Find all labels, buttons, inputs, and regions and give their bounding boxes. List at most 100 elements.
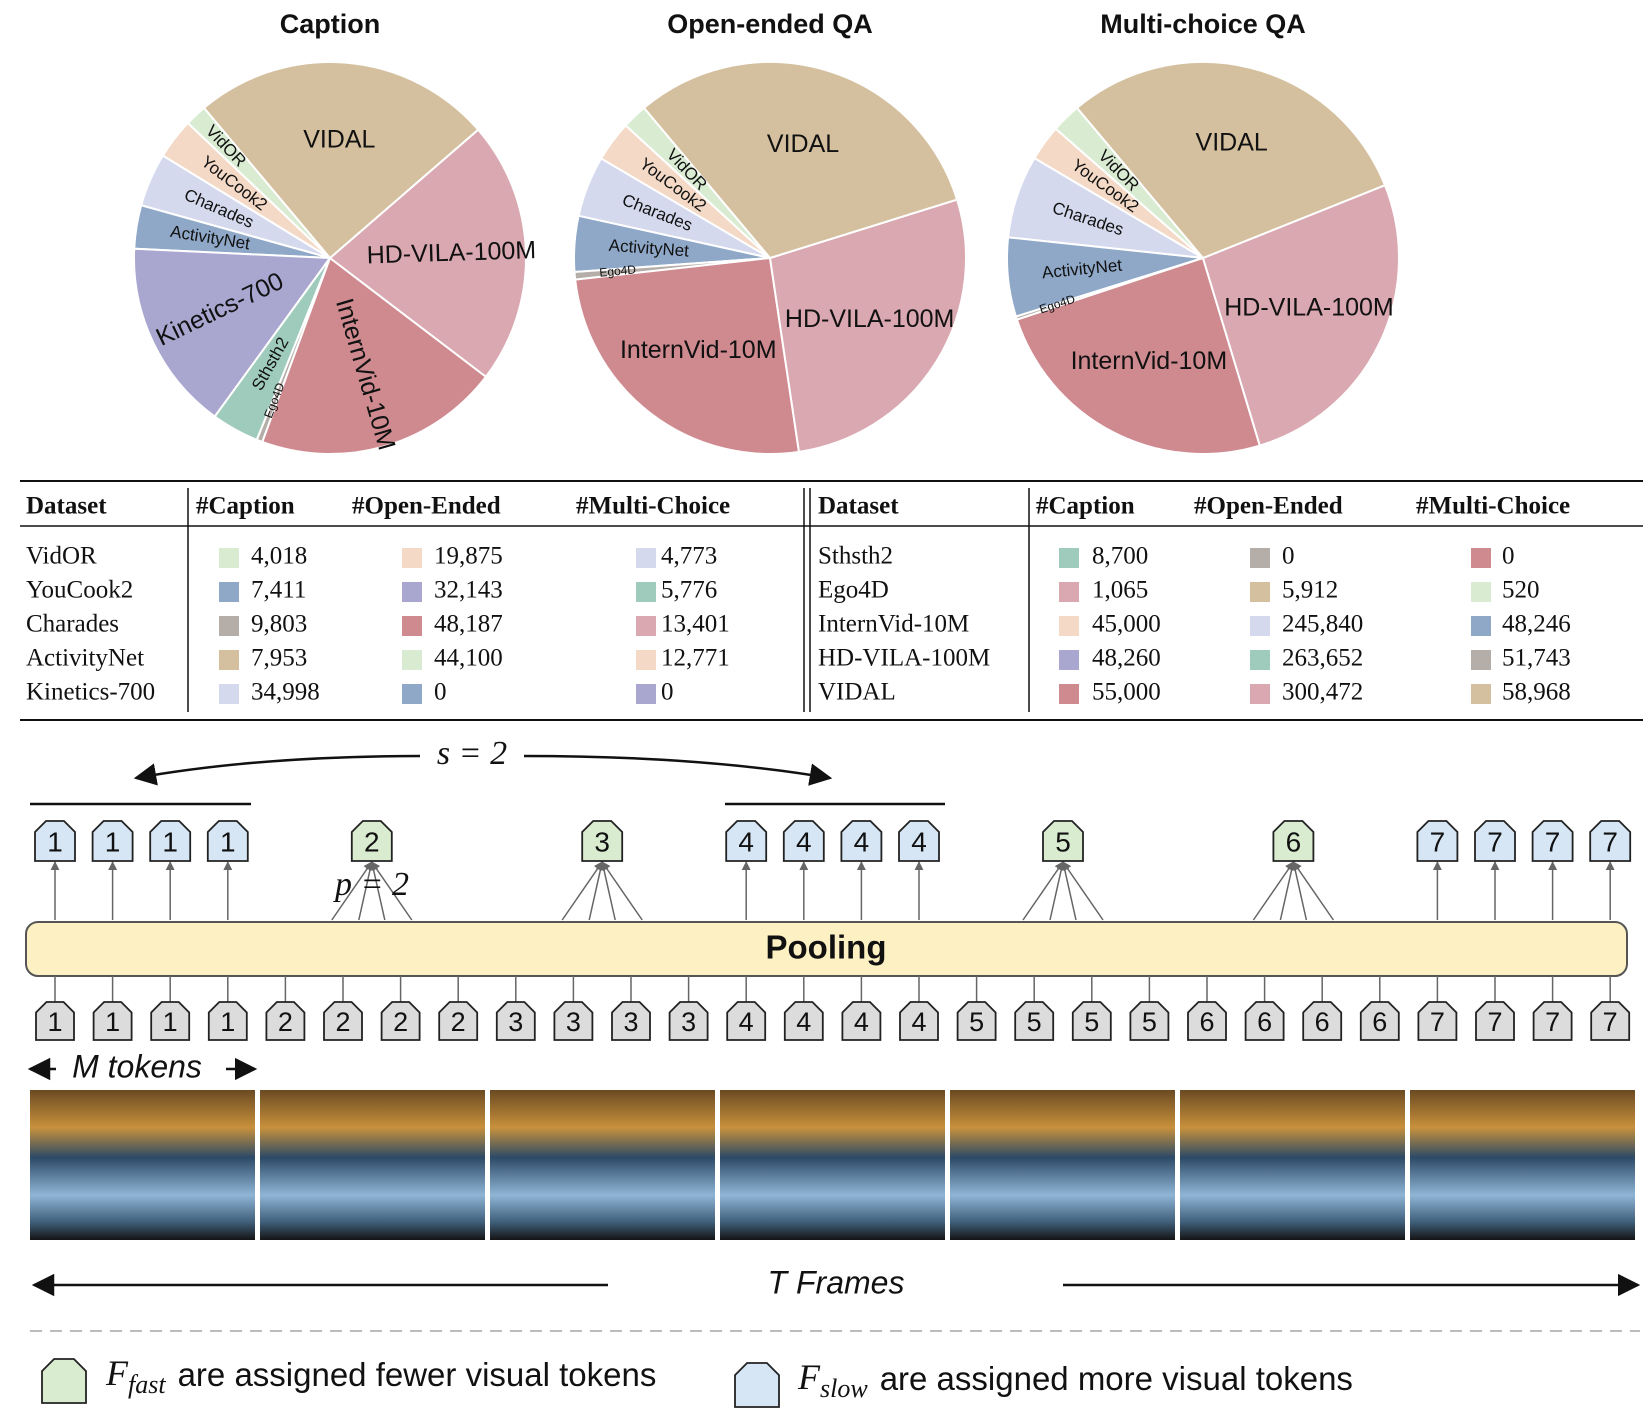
table-header: #Caption xyxy=(1036,493,1135,520)
color-swatch xyxy=(1059,548,1079,568)
token-label: 7 xyxy=(1487,826,1503,857)
pool-arrow xyxy=(1062,861,1104,921)
table-cell: 55,000 xyxy=(1092,679,1161,706)
pie-slice xyxy=(133,247,332,418)
stride-arrow xyxy=(133,754,421,786)
input-token xyxy=(899,1001,939,1041)
input-token xyxy=(380,1001,421,1041)
m-tokens-label: M tokens xyxy=(72,1048,202,1084)
color-swatch xyxy=(1059,684,1079,704)
table-header: Dataset xyxy=(26,493,107,520)
pie-label: InternVid-10M xyxy=(620,336,777,364)
slow-token xyxy=(1416,820,1459,862)
pie-label: VIDAL xyxy=(1196,129,1268,157)
pool-arrow xyxy=(1252,861,1295,921)
input-token xyxy=(150,1001,191,1041)
pie-slice xyxy=(202,61,480,260)
video-frame xyxy=(490,1090,715,1240)
color-swatch xyxy=(1250,548,1270,568)
table-cell: 51,743 xyxy=(1502,645,1571,672)
color-swatch xyxy=(402,684,422,704)
color-swatch xyxy=(1471,650,1491,670)
color-swatch xyxy=(1059,616,1079,636)
color-swatch xyxy=(402,650,422,670)
pie-slice xyxy=(642,61,959,260)
pool-arrow xyxy=(1292,861,1335,921)
slow-token xyxy=(1531,820,1574,862)
legend-text: Fslow are assigned more visual tokens xyxy=(797,1357,1353,1403)
token-label: 1 xyxy=(105,1007,120,1037)
input-token xyxy=(1417,1001,1458,1041)
table-cell: 5,776 xyxy=(661,577,717,604)
color-swatch xyxy=(402,582,422,602)
token-label: 2 xyxy=(364,826,380,857)
slow-token xyxy=(898,820,940,862)
color-swatch xyxy=(219,650,239,670)
token-label: 4 xyxy=(854,1007,869,1037)
video-frame xyxy=(30,1090,255,1240)
token-label: 7 xyxy=(1603,1007,1618,1037)
color-swatch xyxy=(1250,582,1270,602)
slow-token xyxy=(725,820,768,862)
token-label: 6 xyxy=(1315,1007,1330,1037)
video-frame xyxy=(1180,1090,1405,1240)
pie-label: VIDAL xyxy=(303,125,375,153)
table-cell: VIDAL xyxy=(818,679,896,706)
token-label: 1 xyxy=(105,826,121,857)
slow-token xyxy=(1589,820,1632,862)
input-token xyxy=(92,1001,133,1041)
table-cell: 48,187 xyxy=(434,611,503,638)
table-cell: 7,411 xyxy=(251,577,306,604)
legend-icon xyxy=(734,1362,780,1408)
token-label: 3 xyxy=(594,826,610,857)
table-header: #Open-Ended xyxy=(352,493,501,520)
table-cell: 263,652 xyxy=(1282,645,1363,672)
table-cell: 48,246 xyxy=(1502,611,1571,638)
pie-title: Multi-choice QA xyxy=(1100,9,1306,39)
input-token xyxy=(726,1001,767,1041)
slow-token xyxy=(782,820,825,862)
table-cell: 300,472 xyxy=(1282,679,1363,706)
table-cell: 0 xyxy=(1502,543,1515,570)
input-token xyxy=(207,1001,248,1041)
table-header: #Caption xyxy=(196,493,295,520)
table-cell: 9,803 xyxy=(251,611,307,638)
token-label: 4 xyxy=(796,826,812,857)
pie-slice xyxy=(768,198,967,453)
input-token xyxy=(35,1001,75,1041)
fast-token xyxy=(581,820,624,862)
fast-token xyxy=(1042,820,1084,862)
input-token xyxy=(438,1001,479,1041)
token-label: 7 xyxy=(1430,826,1446,857)
stride-label: s = 2 xyxy=(437,735,507,772)
pooling-label: Pooling xyxy=(766,929,887,966)
token-label: 4 xyxy=(796,1007,811,1037)
input-token xyxy=(956,1001,997,1041)
input-token xyxy=(668,1001,709,1041)
token-label: 2 xyxy=(393,1007,408,1037)
pool-arrow xyxy=(358,861,375,921)
pooling-bar xyxy=(25,921,1628,977)
color-swatch xyxy=(1059,582,1079,602)
legend-symbol: F xyxy=(105,1353,129,1393)
color-swatch xyxy=(402,616,422,636)
table-cell: Sthsth2 xyxy=(818,543,893,570)
pool-label: p = 2 xyxy=(333,866,409,903)
legend-sub: slow xyxy=(820,1374,868,1403)
input-token xyxy=(611,1001,651,1041)
slow-token xyxy=(206,820,249,862)
token-label: 7 xyxy=(1487,1007,1502,1037)
slow-token xyxy=(34,820,76,862)
input-token xyxy=(495,1001,536,1041)
table-header: #Multi-Choice xyxy=(576,493,730,520)
token-label: 4 xyxy=(911,826,927,857)
table-cell: 13,401 xyxy=(661,611,730,638)
input-token xyxy=(1359,1001,1400,1041)
pie-slice xyxy=(1201,183,1400,447)
slow-token xyxy=(1474,820,1516,862)
table-cell: ActivityNet xyxy=(26,645,144,672)
pool-arrow xyxy=(588,861,605,921)
color-swatch xyxy=(219,582,239,602)
pool-arrow xyxy=(1060,861,1077,921)
token-label: 3 xyxy=(623,1007,638,1037)
